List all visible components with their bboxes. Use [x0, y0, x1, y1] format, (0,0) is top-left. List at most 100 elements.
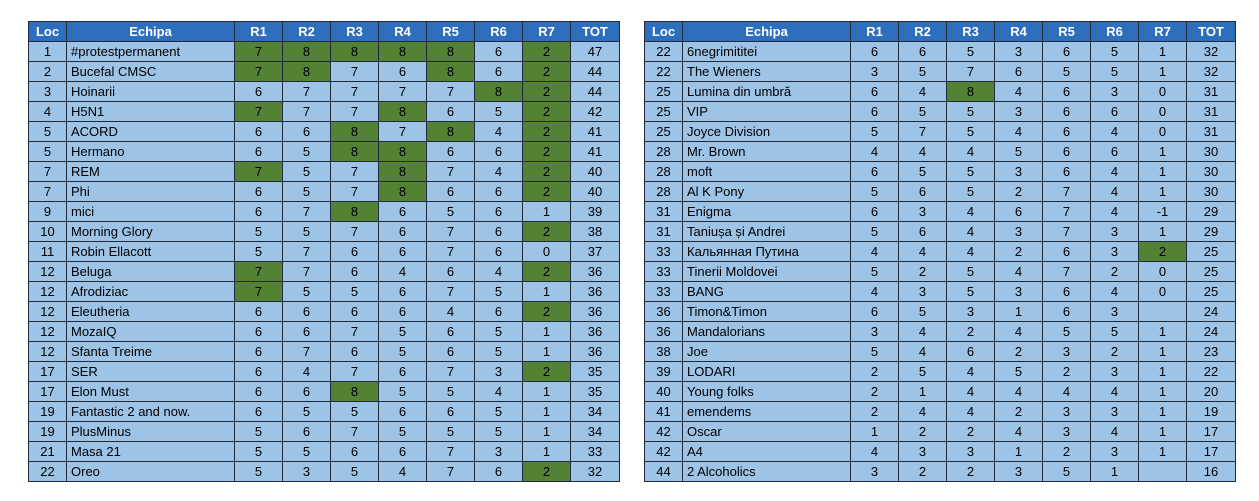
- round-score-cell: 4: [474, 161, 523, 182]
- team-name-cell: Timon&Timon: [682, 301, 851, 322]
- round-score-cell: 6: [378, 301, 427, 322]
- round-score-cell: 6: [1042, 101, 1091, 122]
- round-score-cell: 3: [994, 101, 1043, 122]
- round-score-cell: 2: [994, 181, 1043, 202]
- round-score-cell: 7: [426, 441, 475, 462]
- round-score-cell: 7: [282, 261, 331, 282]
- round-score-cell: 3: [1090, 441, 1139, 462]
- round-score-cell: 6: [1042, 81, 1091, 102]
- round-score-cell: 4: [378, 461, 427, 482]
- column-header: R2: [282, 21, 331, 42]
- round-score-cell: 5: [426, 421, 475, 442]
- round-score-cell: 7: [330, 421, 379, 442]
- round-score-cell: 5: [330, 401, 379, 422]
- total-cell: 47: [570, 41, 620, 62]
- round-score-cell: 2: [994, 341, 1043, 362]
- round-score-cell: 1: [898, 381, 947, 402]
- round-score-cell: 3: [1090, 301, 1139, 322]
- rank-cell: 28: [644, 141, 683, 162]
- round-score-cell: 6: [1042, 161, 1091, 182]
- round-score-cell: 5: [898, 61, 947, 82]
- table-row: 22 6negrimititei 6 6 5 3 6 5 1 32: [644, 41, 1236, 62]
- round-score-cell: 1: [1138, 321, 1187, 342]
- round-score-cell: 7: [234, 161, 283, 182]
- table-row: 12 Eleutheria 6 6 6 6 4 6 2 36: [28, 301, 620, 322]
- column-header: R6: [474, 21, 523, 42]
- round-score-cell: 8: [474, 81, 523, 102]
- round-score-cell: 2: [1042, 441, 1091, 462]
- round-score-cell: 2: [898, 421, 947, 442]
- round-score-cell: 3: [1042, 401, 1091, 422]
- table-row: 5 ACORD 6 6 8 7 8 4 2 41: [28, 121, 620, 142]
- table-row: 31 Enigma 6 3 4 6 7 4 -1 29: [644, 201, 1236, 222]
- round-score-cell: 5: [234, 421, 283, 442]
- round-score-cell: 2: [898, 261, 947, 282]
- rank-cell: 28: [644, 161, 683, 182]
- round-score-cell: 3: [994, 41, 1043, 62]
- round-score-cell: 5: [282, 221, 331, 242]
- round-score-cell: 1: [1138, 381, 1187, 402]
- round-score-cell: 2: [850, 401, 899, 422]
- rank-cell: 3: [28, 81, 67, 102]
- team-name-cell: SER: [66, 361, 235, 382]
- total-cell: 23: [1186, 341, 1236, 362]
- column-header: Echipa: [66, 21, 235, 42]
- team-name-cell: Elon Must: [66, 381, 235, 402]
- round-score-cell: 6: [330, 241, 379, 262]
- round-score-cell: 3: [1090, 401, 1139, 422]
- rank-cell: 5: [28, 121, 67, 142]
- round-score-cell: 8: [426, 61, 475, 82]
- round-score-cell: 5: [850, 261, 899, 282]
- total-cell: 41: [570, 121, 620, 142]
- round-score-cell: 4: [994, 121, 1043, 142]
- table-row: 9 mici 6 7 8 6 5 6 1 39: [28, 201, 620, 222]
- total-cell: 20: [1186, 381, 1236, 402]
- rank-cell: 38: [644, 341, 683, 362]
- round-score-cell: 5: [898, 161, 947, 182]
- team-name-cell: Robin Ellacott: [66, 241, 235, 262]
- rank-cell: 39: [644, 361, 683, 382]
- team-name-cell: H5N1: [66, 101, 235, 122]
- round-score-cell: 7: [426, 241, 475, 262]
- round-score-cell: 4: [1090, 201, 1139, 222]
- round-score-cell: 2: [522, 181, 571, 202]
- round-score-cell: 6: [474, 301, 523, 322]
- round-score-cell: 1: [522, 341, 571, 362]
- rank-cell: 31: [644, 221, 683, 242]
- total-cell: 32: [1186, 61, 1236, 82]
- round-score-cell: 6: [1042, 281, 1091, 302]
- team-name-cell: Lumina din umbră: [682, 81, 851, 102]
- round-score-cell: 4: [898, 401, 947, 422]
- round-score-cell: 2: [522, 81, 571, 102]
- team-name-cell: A4: [682, 441, 851, 462]
- round-score-cell: 5: [282, 281, 331, 302]
- round-score-cell: 5: [850, 341, 899, 362]
- round-score-cell: 1: [1138, 361, 1187, 382]
- round-score-cell: 5: [850, 221, 899, 242]
- round-score-cell: 2: [522, 361, 571, 382]
- round-score-cell: 7: [426, 461, 475, 482]
- round-score-cell: 1: [1138, 441, 1187, 462]
- round-score-cell: 3: [946, 441, 995, 462]
- round-score-cell: 7: [330, 81, 379, 102]
- team-name-cell: emendems: [682, 401, 851, 422]
- round-score-cell: 3: [1090, 241, 1139, 262]
- round-score-cell: 8: [378, 161, 427, 182]
- column-header: R3: [330, 21, 379, 42]
- round-score-cell: 6: [898, 181, 947, 202]
- total-cell: 36: [570, 281, 620, 302]
- total-cell: 25: [1186, 261, 1236, 282]
- total-cell: 37: [570, 241, 620, 262]
- total-cell: 31: [1186, 121, 1236, 142]
- round-score-cell: 5: [946, 161, 995, 182]
- round-score-cell: 5: [282, 141, 331, 162]
- table-row: 28 Mr. Brown 4 4 4 5 6 6 1 30: [644, 141, 1236, 162]
- total-cell: 22: [1186, 361, 1236, 382]
- round-score-cell: 6: [850, 101, 899, 122]
- team-name-cell: Oscar: [682, 421, 851, 442]
- round-score-cell: 6: [234, 321, 283, 342]
- round-score-cell: 7: [898, 121, 947, 142]
- rank-cell: 7: [28, 181, 67, 202]
- table-header: Loc Echipa R1 R2 R3 R4 R5 R6 R7 TOT: [644, 21, 1236, 42]
- round-score-cell: 4: [850, 441, 899, 462]
